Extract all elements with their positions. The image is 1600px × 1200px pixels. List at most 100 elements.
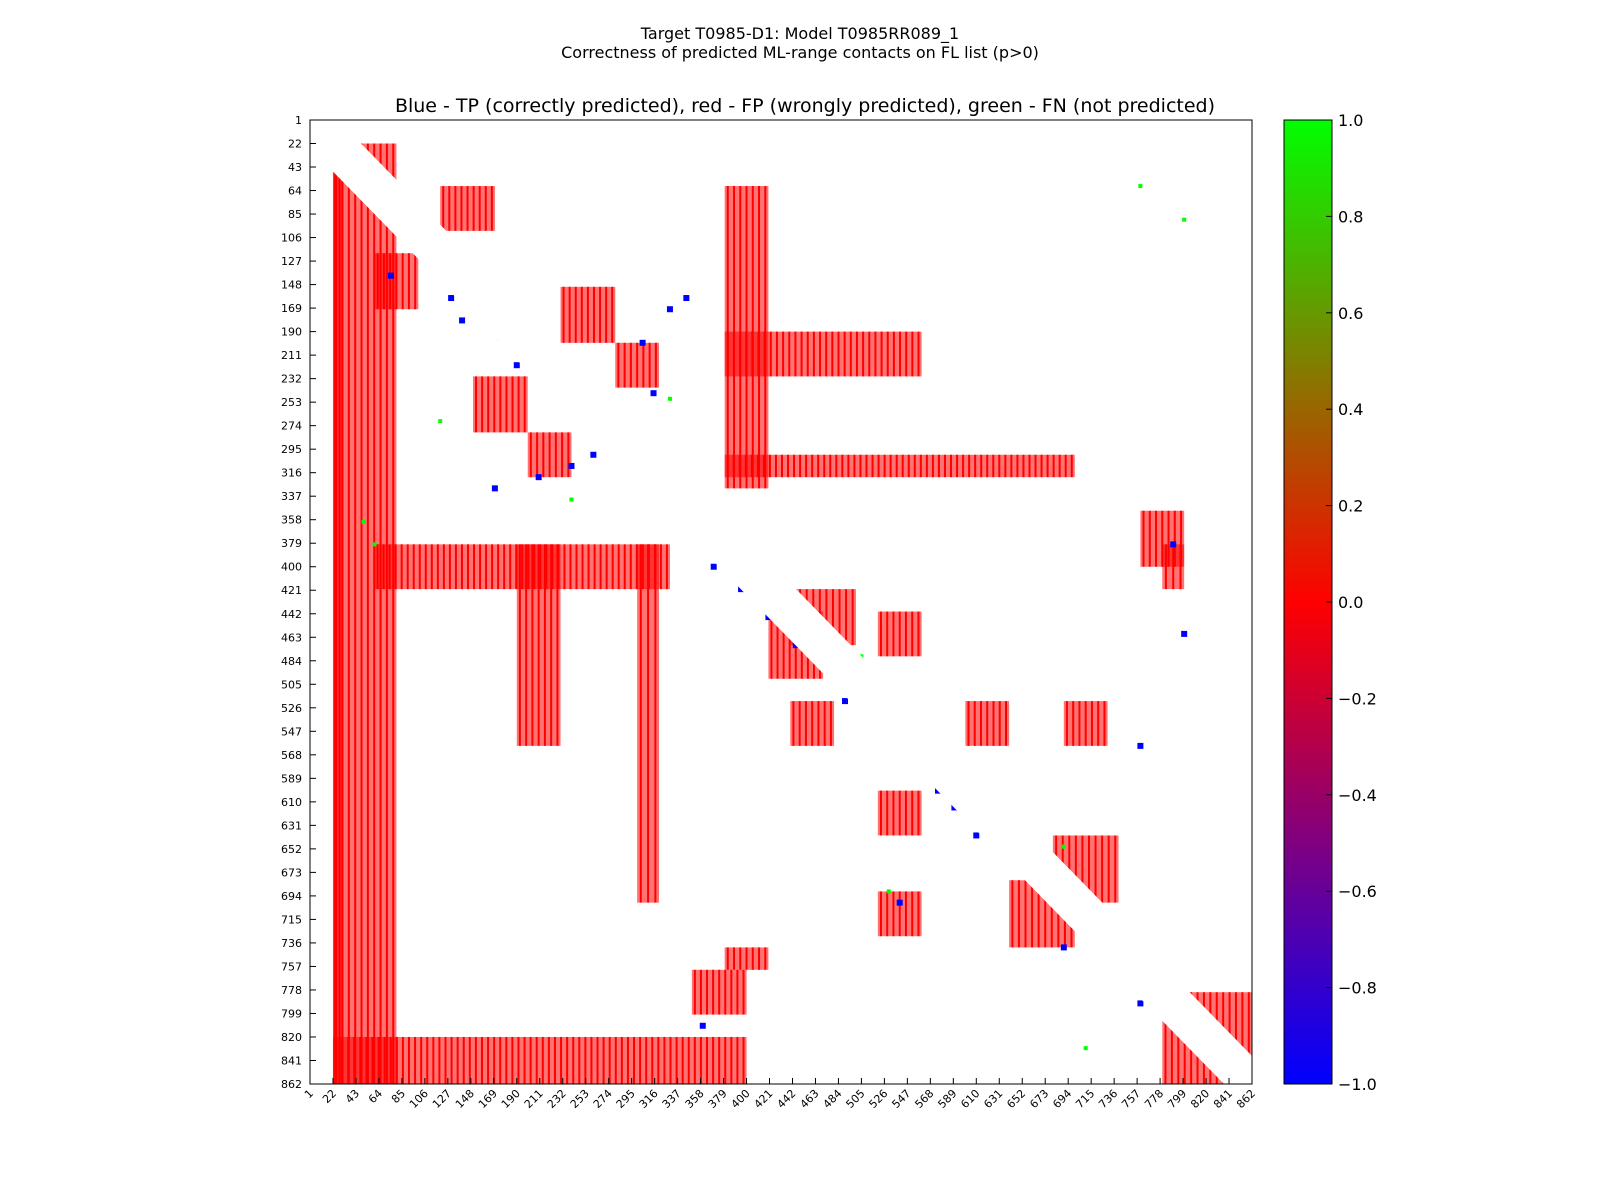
y-tick-label: 169 [281, 302, 302, 315]
y-tick-label: 757 [281, 960, 302, 973]
x-tick-label: 1 [302, 1087, 316, 1101]
tp-point [513, 362, 520, 369]
tp-point [535, 474, 542, 481]
colorbar-tick-label: −0.4 [1338, 786, 1377, 805]
fn-point [1083, 1046, 1088, 1051]
tp-point [650, 390, 657, 397]
tp-point [639, 339, 646, 346]
x-tick-label: 484 [821, 1087, 845, 1111]
x-tick-label: 652 [1004, 1087, 1028, 1111]
y-tick-label: 652 [281, 843, 302, 856]
x-tick-label: 106 [407, 1087, 431, 1111]
tp-point [666, 306, 673, 313]
x-tick-label: 736 [1096, 1087, 1120, 1111]
x-tick-label: 295 [614, 1087, 638, 1111]
axis-ticks [309, 119, 1253, 1085]
x-tick-label: 274 [591, 1087, 615, 1111]
contact-block [724, 331, 922, 377]
plot-title: Blue - TP (correctly predicted), red - F… [394, 95, 1216, 117]
fn-point [1061, 844, 1066, 849]
y-tick-label: 274 [281, 420, 302, 433]
x-tick-label: 43 [343, 1087, 362, 1106]
x-tick-label: 610 [958, 1087, 982, 1111]
fn-point [886, 889, 891, 894]
tp-point [568, 462, 575, 469]
x-tick-label: 547 [889, 1087, 913, 1111]
x-tick-label: 820 [1188, 1087, 1212, 1111]
y-tick-label: 820 [281, 1031, 302, 1044]
colorbar-tick-label: −0.8 [1338, 979, 1377, 998]
y-tick-label: 862 [281, 1078, 302, 1091]
x-tick-label: 190 [499, 1087, 523, 1111]
y-tick-label: 505 [281, 678, 302, 691]
x-tick-labels: 1 22 43 64 851061271481691902112322532742953… [302, 1087, 1258, 1111]
colorbar-tick-label: −0.6 [1338, 882, 1377, 901]
x-tick-label: 232 [545, 1087, 569, 1111]
y-tick-label: 841 [281, 1054, 302, 1067]
y-tick-label: 799 [281, 1007, 302, 1020]
colorbar-tick-label: 1.0 [1338, 111, 1363, 130]
x-tick-label: 358 [683, 1087, 707, 1111]
contact-blocks-layer [332, 143, 1252, 1084]
x-tick-label: 757 [1119, 1087, 1143, 1111]
y-tick-label: 631 [281, 819, 302, 832]
x-tick-label: 673 [1027, 1087, 1051, 1111]
y-tick-label: 547 [281, 725, 302, 738]
y-tick-label: 1 [295, 114, 302, 127]
x-tick-label: 505 [843, 1087, 867, 1111]
x-tick-label: 253 [568, 1087, 592, 1111]
y-tick-label: 148 [281, 279, 302, 292]
y-tick-label: 379 [281, 537, 302, 550]
x-tick-label: 778 [1142, 1087, 1166, 1111]
y-tick-label: 85 [288, 208, 302, 221]
contact-block [724, 454, 1075, 478]
y-tick-label: 22 [288, 138, 302, 151]
x-tick-label: 463 [798, 1087, 822, 1111]
y-tick-label: 316 [281, 467, 302, 480]
fn-point [361, 519, 366, 524]
y-tick-labels: 1 22 43 64 85 106 127 148 169 190 211 232 253 274 295 3… [281, 114, 302, 1091]
tp-point [699, 1022, 706, 1029]
y-tick-label: 694 [281, 890, 302, 903]
tp-point [1137, 1000, 1144, 1007]
y-tick-label: 610 [281, 796, 302, 809]
tp-point [710, 563, 717, 570]
x-tick-label: 694 [1050, 1087, 1074, 1111]
chart-subtitle: Correctness of predicted ML-range contac… [561, 43, 1039, 62]
tp-point [491, 485, 498, 492]
x-tick-label: 22 [320, 1087, 339, 1106]
tp-point [387, 272, 394, 279]
y-tick-label: 232 [281, 373, 302, 386]
tp-point [1060, 944, 1067, 951]
y-tick-label: 43 [288, 161, 302, 174]
y-tick-label: 715 [281, 913, 302, 926]
contact-block [332, 143, 342, 1084]
tp-point [1137, 742, 1144, 749]
x-tick-label: 127 [430, 1087, 454, 1111]
y-tick-label: 211 [281, 349, 302, 362]
x-tick-label: 631 [981, 1087, 1005, 1111]
tp-point [1170, 541, 1177, 548]
y-tick-label: 778 [281, 984, 302, 997]
diagonal-band [310, 120, 1252, 1084]
colorbar-tick-label: 0.2 [1338, 497, 1363, 516]
x-tick-label: 799 [1165, 1087, 1189, 1111]
tp-point [1181, 630, 1188, 637]
colorbar-tick-label: −0.2 [1338, 689, 1377, 708]
y-tick-label: 253 [281, 396, 302, 409]
x-tick-label: 589 [935, 1087, 959, 1111]
x-tick-label: 568 [912, 1087, 936, 1111]
x-tick-label: 169 [476, 1087, 500, 1111]
fn-point [569, 497, 574, 502]
fn-point [438, 419, 443, 424]
y-tick-label: 358 [281, 514, 302, 527]
x-tick-label: 64 [366, 1087, 385, 1106]
x-tick-label: 400 [729, 1087, 753, 1111]
x-tick-label: 862 [1234, 1087, 1258, 1111]
x-tick-label: 715 [1073, 1087, 1097, 1111]
y-tick-label: 442 [281, 608, 302, 621]
x-tick-label: 211 [522, 1087, 546, 1111]
x-tick-label: 85 [389, 1087, 408, 1106]
y-tick-label: 736 [281, 937, 302, 950]
y-tick-label: 106 [281, 232, 302, 245]
